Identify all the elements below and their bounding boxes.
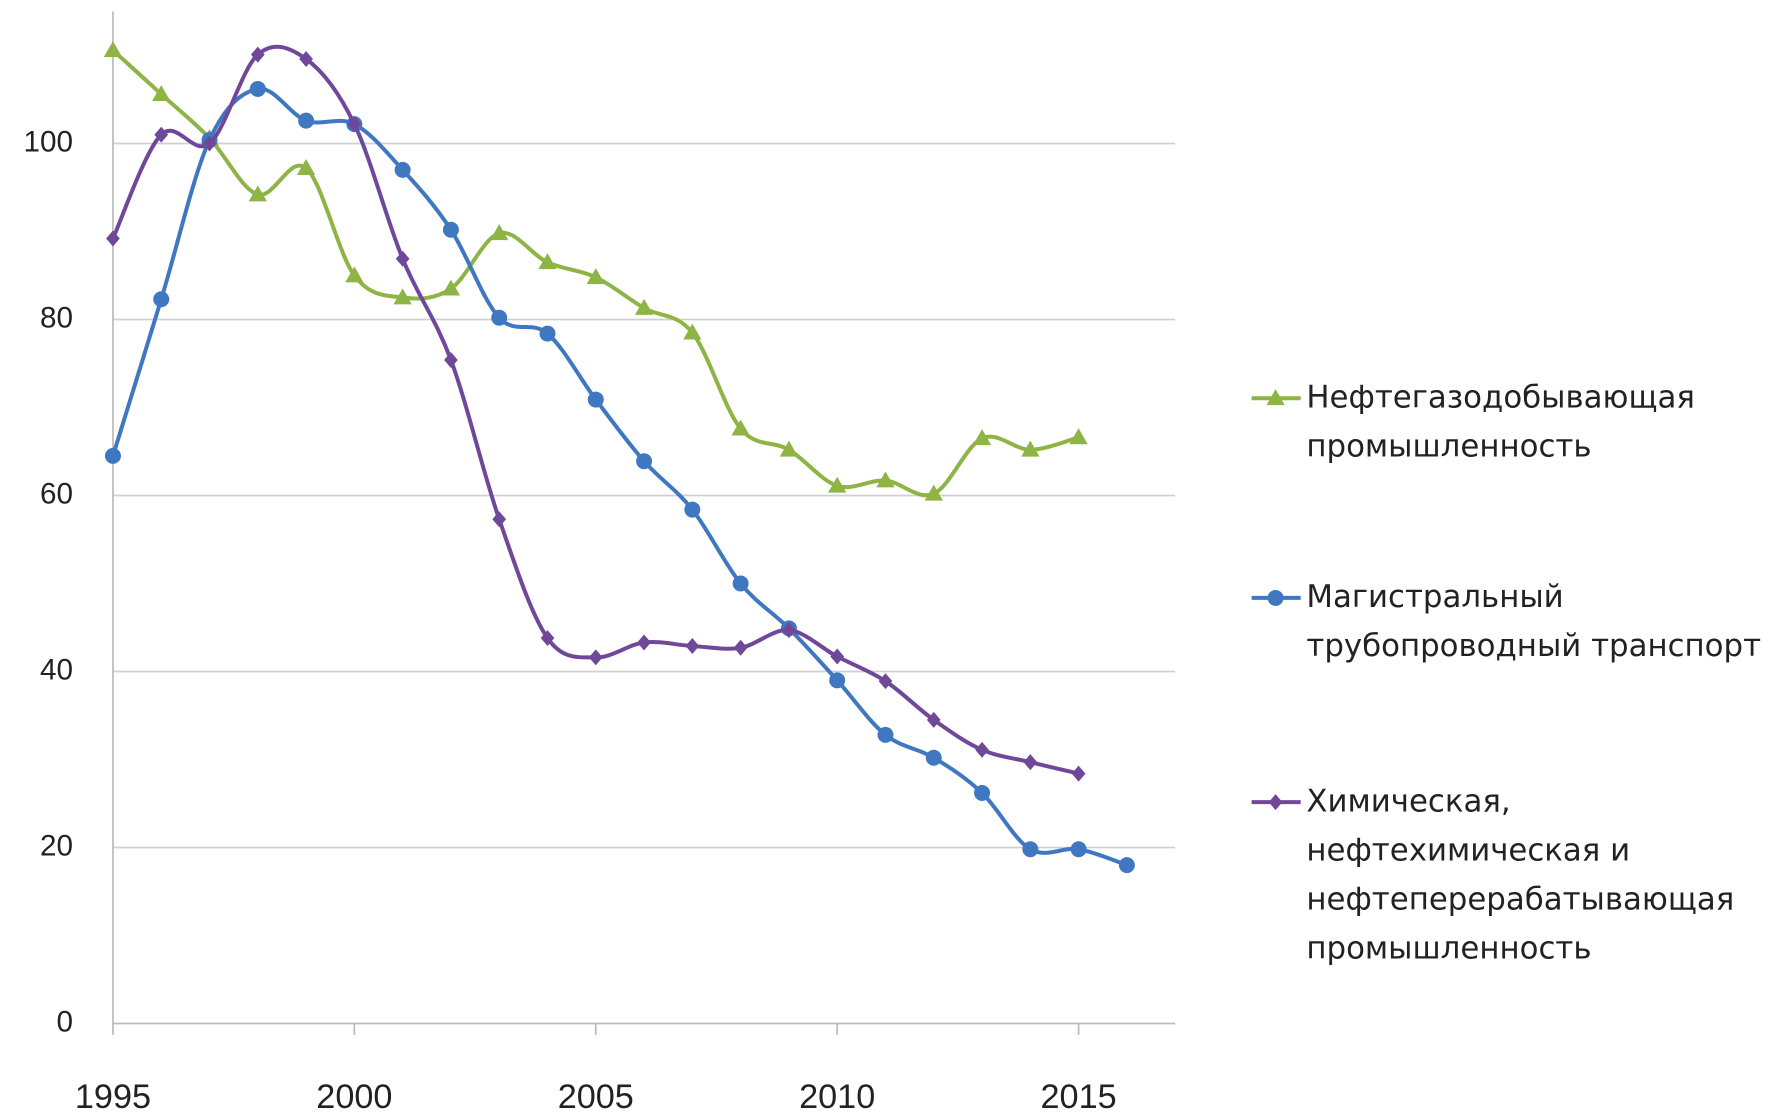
marker <box>878 673 893 690</box>
marker <box>394 161 411 178</box>
marker <box>395 250 410 267</box>
marker <box>732 575 749 592</box>
legend-label-box: Нефтегазодобывающая промышленность <box>1306 380 1695 465</box>
marker <box>733 639 748 656</box>
y-tick-label: 20 <box>40 829 73 862</box>
legend-entry: Магистральный трубопроводный транспорт <box>1251 579 1762 665</box>
marker <box>683 323 702 340</box>
marker <box>587 391 604 408</box>
marker <box>1070 841 1087 858</box>
marker <box>972 429 992 446</box>
marker <box>779 440 799 457</box>
series-line <box>111 48 1080 498</box>
marker <box>153 291 170 308</box>
marker <box>975 741 989 758</box>
marker <box>442 221 459 238</box>
marker <box>152 85 171 102</box>
marker <box>345 266 364 283</box>
marker <box>1069 428 1088 445</box>
marker <box>202 135 217 152</box>
x-tick-label: 2015 <box>1041 1078 1117 1116</box>
marker <box>106 230 120 247</box>
legend-label: Магистральный трубопроводный транспорт <box>1306 579 1762 665</box>
y-tick-label: 80 <box>40 301 73 334</box>
marker <box>1023 754 1038 771</box>
legend-entry: Химическая, нефтехимическая и нефтеперер… <box>1251 783 1735 967</box>
marker <box>538 253 557 270</box>
marker <box>634 298 654 315</box>
legend-label-box: Магистральный трубопроводный транспорт <box>1306 579 1762 665</box>
marker <box>637 634 651 651</box>
marker <box>1267 589 1284 606</box>
legend-entry: Нефтегазодобывающая промышленность <box>1251 380 1695 465</box>
marker <box>974 784 991 801</box>
x-tick-label: 2010 <box>799 1078 875 1116</box>
marker <box>684 501 701 518</box>
marker <box>731 419 750 436</box>
marker <box>103 41 123 58</box>
legend-label: Химическая, нефтехимическая и нефтеперер… <box>1306 783 1735 967</box>
marker <box>1021 440 1040 457</box>
marker <box>540 630 555 647</box>
marker <box>876 471 895 488</box>
marker <box>441 279 461 296</box>
marker <box>877 726 894 743</box>
legend-label-box: Химическая, нефтехимическая и нефтеперер… <box>1306 783 1735 967</box>
x-tick-label: 2005 <box>558 1078 634 1116</box>
marker <box>588 649 603 666</box>
legend-label: Нефтегазодобывающая промышленность <box>1306 380 1695 465</box>
x-tick-label: 1995 <box>75 1078 151 1116</box>
marker <box>248 185 267 202</box>
marker <box>586 268 605 285</box>
x-tick-label: 2000 <box>316 1078 392 1116</box>
y-tick-label: 100 <box>24 125 73 158</box>
marker <box>154 126 169 143</box>
marker <box>1266 389 1285 406</box>
y-tick-label: 60 <box>40 477 73 510</box>
marker <box>296 159 316 175</box>
marker <box>104 447 121 464</box>
y-tick-label: 40 <box>40 653 73 686</box>
marker <box>1118 857 1135 874</box>
marker <box>1071 765 1086 782</box>
marker <box>924 484 943 501</box>
marker <box>444 351 458 368</box>
marker <box>782 622 796 639</box>
marker <box>828 476 847 493</box>
marker <box>249 80 266 97</box>
marker <box>298 112 315 129</box>
marker <box>539 325 556 342</box>
marker <box>347 116 362 133</box>
series-line <box>111 86 1128 867</box>
marker <box>1268 794 1283 811</box>
marker <box>490 224 509 241</box>
marker <box>636 453 653 470</box>
marker <box>491 309 508 326</box>
marker <box>830 648 845 665</box>
marker <box>685 637 700 654</box>
marker <box>1022 841 1039 858</box>
y-tick-label: 0 <box>57 1005 74 1038</box>
marker <box>492 511 507 528</box>
marker <box>829 672 846 689</box>
marker <box>925 749 942 766</box>
marker <box>393 288 412 305</box>
